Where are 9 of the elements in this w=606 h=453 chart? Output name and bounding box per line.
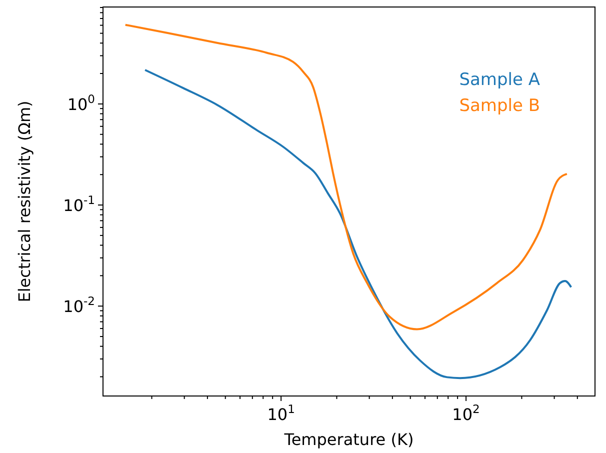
- y-axis-title: Electrical resistivity (Ωm): [15, 100, 34, 302]
- text: Sample B: [459, 96, 540, 116]
- x-tick-label: 10$^{2}$: [452, 402, 480, 424]
- y-tick-label: 10$^{-1}$: [63, 193, 95, 216]
- y-tick-label: 10$^{-2}$: [63, 294, 95, 316]
- text: Sample A: [459, 70, 540, 90]
- x-tick-label: 10$^{1}$: [267, 402, 295, 424]
- x-axis-title: Temperature (K): [283, 430, 414, 449]
- y-tick-label: 10$^{0}$: [67, 92, 95, 114]
